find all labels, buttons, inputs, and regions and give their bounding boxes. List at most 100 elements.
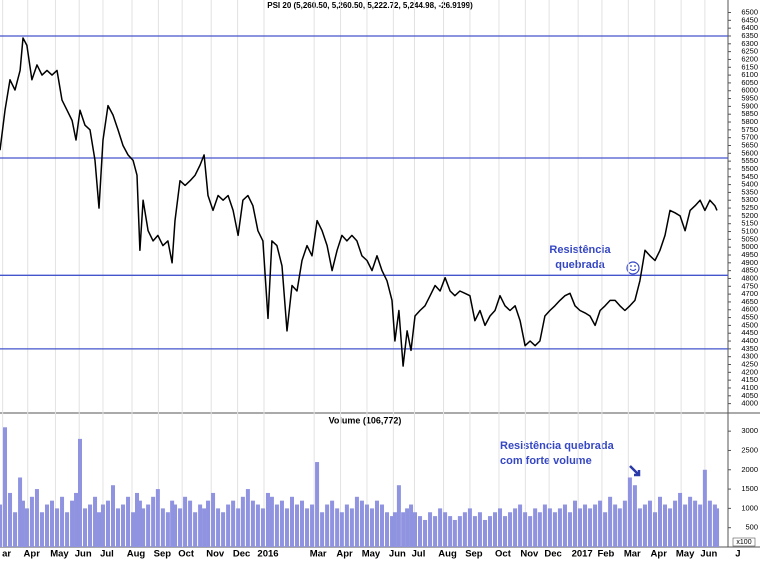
volume-bar <box>121 504 126 547</box>
volume-bar <box>18 477 23 547</box>
unit-box <box>732 537 756 547</box>
volume-bar <box>405 508 410 547</box>
y-tick-label: 6300 <box>741 39 758 48</box>
volume-bar <box>198 504 203 547</box>
volume-bar <box>65 512 70 547</box>
volume-bar <box>240 496 245 547</box>
x-tick-label: Dec <box>233 549 250 560</box>
volume-bar <box>598 500 603 547</box>
volume-bar <box>344 504 349 547</box>
x-tick-label: May <box>362 549 381 560</box>
y-tick-label: 5000 <box>741 242 758 251</box>
volume-bar <box>165 512 170 547</box>
x-tick-label: Aug <box>438 549 457 560</box>
volume-bar <box>349 508 354 547</box>
volume-bar <box>493 512 497 547</box>
volume-title: Volume (106,772) <box>329 415 402 425</box>
x-tick-label: Jun <box>700 549 717 560</box>
chart-title: PSI 20 (5,260.50, 5,260.50, 5,222.72, 5,… <box>267 1 473 10</box>
x-tick-label: Jul <box>100 549 114 560</box>
volume-bar <box>678 492 683 547</box>
volume-bar <box>392 512 397 547</box>
volume-bar <box>146 504 151 547</box>
volume-bar <box>537 512 542 547</box>
volume-bar <box>170 500 175 547</box>
volume-bar <box>647 500 652 547</box>
volume-bar <box>443 512 448 547</box>
x-tick-label: Jul <box>412 549 426 560</box>
y-tick-label: 4750 <box>741 281 758 290</box>
y-tick-label: 4800 <box>741 273 758 282</box>
volume-bar <box>93 496 98 547</box>
volume-bar <box>380 504 385 547</box>
y-tick-label: 5100 <box>741 227 758 236</box>
x-tick-label: Feb <box>597 549 614 560</box>
volume-bar <box>583 504 588 547</box>
volume-bar <box>518 504 523 547</box>
volume-bar <box>413 512 418 547</box>
volume-bar <box>320 512 325 547</box>
volume-bar <box>126 496 131 547</box>
volume-bar <box>385 512 390 547</box>
volume-bar <box>608 496 613 547</box>
smiley-icon <box>626 261 640 275</box>
volume-bar <box>141 508 146 547</box>
y-tick-label: 5900 <box>741 101 758 110</box>
volume-bar <box>295 504 299 547</box>
y-tick-label: 5200 <box>741 211 758 220</box>
y-tick-label: 5850 <box>741 109 758 118</box>
volume-bar <box>39 512 44 547</box>
y-tick-label: 5800 <box>741 117 758 126</box>
volume-bar <box>77 438 82 547</box>
volume-bar <box>652 512 657 547</box>
volume-bar <box>8 492 13 547</box>
volume-bar <box>603 512 608 547</box>
volume-bar <box>310 504 315 547</box>
x-tick-label: Mar <box>310 549 327 560</box>
volume-bar <box>116 508 121 547</box>
x-tick-label: Jun <box>389 549 406 560</box>
y-tick-label: 4400 <box>741 336 758 345</box>
y-tick-label: 5350 <box>741 187 758 196</box>
volume-bar <box>472 516 477 547</box>
y-tick-label: 4950 <box>741 250 758 259</box>
y-tick-label: 6200 <box>741 54 758 63</box>
y-tick-label: 5600 <box>741 148 758 157</box>
volume-bar <box>231 500 236 547</box>
annotation: Resistência <box>549 244 611 256</box>
volume-bar <box>97 512 101 547</box>
volume-bar <box>712 504 717 547</box>
y-tick-label: 4300 <box>741 352 758 361</box>
volume-bar <box>354 496 359 547</box>
volume-bar <box>221 512 226 547</box>
y-tick-label: 6450 <box>741 15 758 24</box>
volume-bar <box>279 500 284 547</box>
y-tick-label: 1500 <box>741 484 758 493</box>
volume-bar <box>269 496 274 547</box>
y-tick-label: 4600 <box>741 305 758 314</box>
x-tick-label: Nov <box>206 549 225 560</box>
volume-bar <box>110 485 115 547</box>
y-tick-label: 4250 <box>741 359 758 368</box>
x-tick-label: Dec <box>544 549 561 560</box>
volume-bar <box>374 500 379 547</box>
volume-bar <box>339 512 344 547</box>
volume-bar <box>300 500 305 547</box>
volume-bar <box>206 500 211 547</box>
volume-bar <box>131 512 136 547</box>
volume-bar <box>523 512 528 547</box>
y-tick-label: 4550 <box>741 313 758 322</box>
y-tick-label: 6400 <box>741 23 758 32</box>
y-tick-label: 5300 <box>741 195 758 204</box>
y-tick-label: 4850 <box>741 266 758 275</box>
volume-bar <box>74 492 79 547</box>
y-tick-label: 5550 <box>741 156 758 165</box>
volume-bar <box>562 504 567 547</box>
volume-bar <box>3 427 8 547</box>
unit-label: x100 <box>736 539 751 546</box>
y-tick-label: 6150 <box>741 62 758 71</box>
y-tick-label: 4900 <box>741 258 758 267</box>
x-tick-label: May <box>676 549 695 560</box>
